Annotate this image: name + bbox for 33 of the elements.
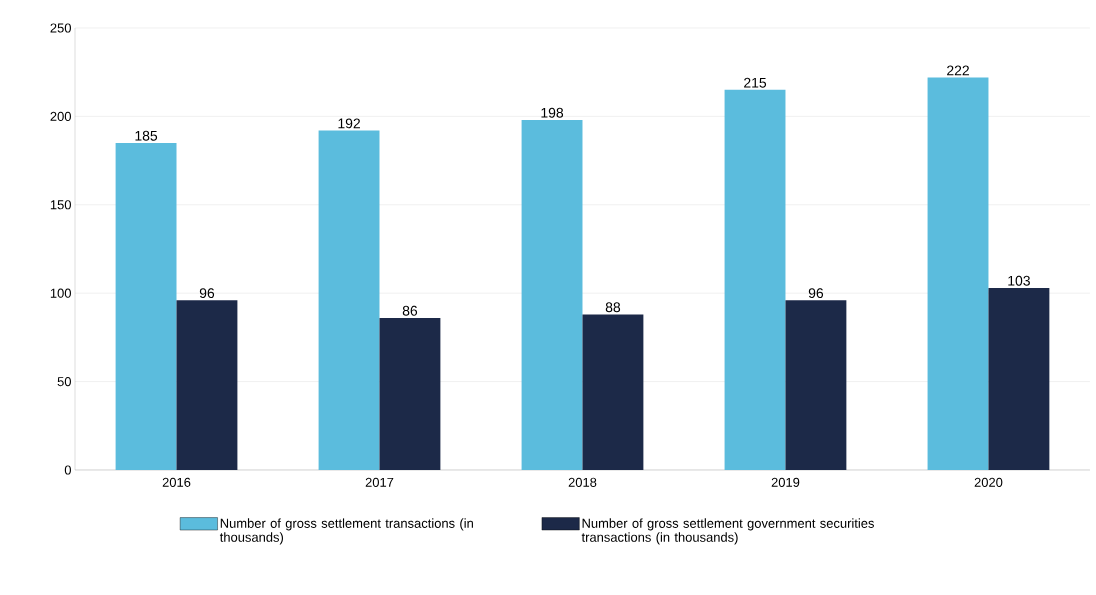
- y-tick-label: 200: [50, 111, 71, 121]
- data-label: 192: [338, 118, 360, 129]
- bar: [927, 77, 989, 470]
- x-tick-label: 2016: [162, 477, 191, 487]
- x-tick-label: 2018: [568, 477, 597, 487]
- bar: [379, 317, 441, 470]
- y-tick-label: 250: [50, 23, 71, 33]
- bar: [318, 130, 380, 470]
- data-label: 215: [744, 77, 767, 88]
- bar: [115, 142, 177, 470]
- x-tick-label: 2019: [771, 477, 800, 487]
- bar: [724, 89, 786, 470]
- data-label: 96: [199, 288, 215, 299]
- y-tick-label: 50: [57, 377, 71, 387]
- y-tick-label: 150: [50, 200, 71, 210]
- data-label: 198: [541, 107, 564, 118]
- data-label: 86: [402, 305, 418, 316]
- y-tick-label: 0: [64, 465, 71, 475]
- bar: [785, 300, 847, 470]
- data-label: 185: [135, 130, 158, 141]
- bar: [521, 119, 583, 470]
- x-tick-label: 2017: [365, 477, 394, 487]
- bar: [582, 314, 644, 470]
- bar: [988, 287, 1050, 470]
- data-label: 96: [808, 288, 824, 299]
- data-label: 88: [605, 302, 621, 313]
- legend-label: Number of gross settlement government securities transactions (in thousands): [581, 518, 874, 545]
- legend-label: Number of gross settlement transactions (in thousands): [219, 518, 473, 545]
- x-tick-label: 2020: [974, 477, 1003, 487]
- bar: [176, 300, 238, 470]
- data-label: 222: [947, 65, 969, 76]
- y-tick-label: 100: [50, 288, 71, 298]
- data-label: 103: [1008, 275, 1030, 286]
